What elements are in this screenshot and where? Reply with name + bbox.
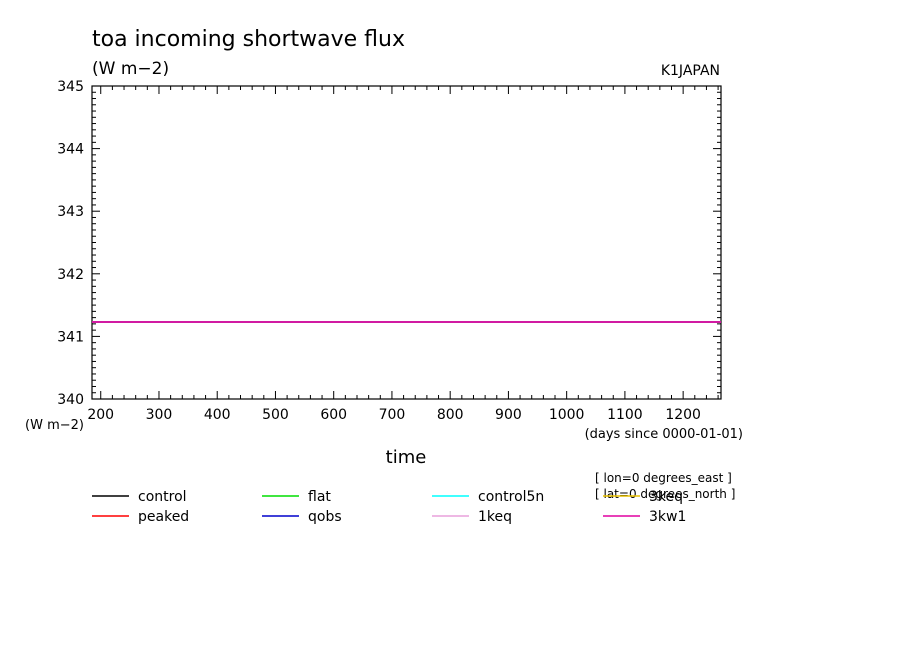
axis-ticks <box>92 85 721 400</box>
x-tick-label: 300 <box>146 407 173 423</box>
y-tick-label: 342 <box>57 267 84 283</box>
chart-subtitle: (W m−2) <box>92 59 169 79</box>
legend-label-flat: flat <box>308 489 331 505</box>
y-axis-units: (W m−2) <box>25 418 84 433</box>
y-tick-label: 344 <box>57 142 84 158</box>
annotation-lat: [ lat=0 degrees_north ] <box>595 487 735 501</box>
x-tick-label: 500 <box>262 407 289 423</box>
x-tick-labels: 200 300 400 500 600 700 800 900 1000 1100 1200 <box>87 407 701 423</box>
legend-label-qobs: qobs <box>308 509 342 525</box>
plot-frame <box>91 85 722 400</box>
y-tick-label: 340 <box>57 392 84 408</box>
x-tick-label: 1200 <box>665 407 701 423</box>
x-tick-label: 900 <box>495 407 522 423</box>
top-right-label: K1JAPAN <box>661 63 720 79</box>
legend-label-3keq: 3keq <box>649 489 683 505</box>
x-tick-label: 200 <box>87 407 114 423</box>
annotation-lon: [ lon=0 degrees_east ] <box>595 471 732 485</box>
y-tick-label: 341 <box>57 329 84 345</box>
y-tick-label: 343 <box>57 204 84 220</box>
x-tick-label: 600 <box>320 407 347 423</box>
x-axis-label: time <box>386 447 427 468</box>
y-tick-label: 345 <box>57 79 84 95</box>
x-tick-label: 700 <box>379 407 406 423</box>
y-tick-labels: 340 341 342 343 344 345 <box>57 79 84 408</box>
legend-label-1keq: 1keq <box>478 509 512 525</box>
legend-label-3kw1: 3kw1 <box>649 509 686 525</box>
x-tick-label: 1000 <box>549 407 585 423</box>
x-tick-label: 400 <box>204 407 231 423</box>
legend-label-peaked: peaked <box>138 509 189 525</box>
legend-label-control: control <box>138 489 187 505</box>
chart-title: toa incoming shortwave flux <box>92 27 405 52</box>
legend-label-control5n: control5n <box>478 489 544 505</box>
legend: control flat control5n 3keq peaked qobs 1keq 3k… <box>92 489 686 525</box>
x-tick-label: 1100 <box>607 407 643 423</box>
x-axis-units: (days since 0000-01-01) <box>585 427 743 442</box>
x-tick-label: 800 <box>437 407 464 423</box>
